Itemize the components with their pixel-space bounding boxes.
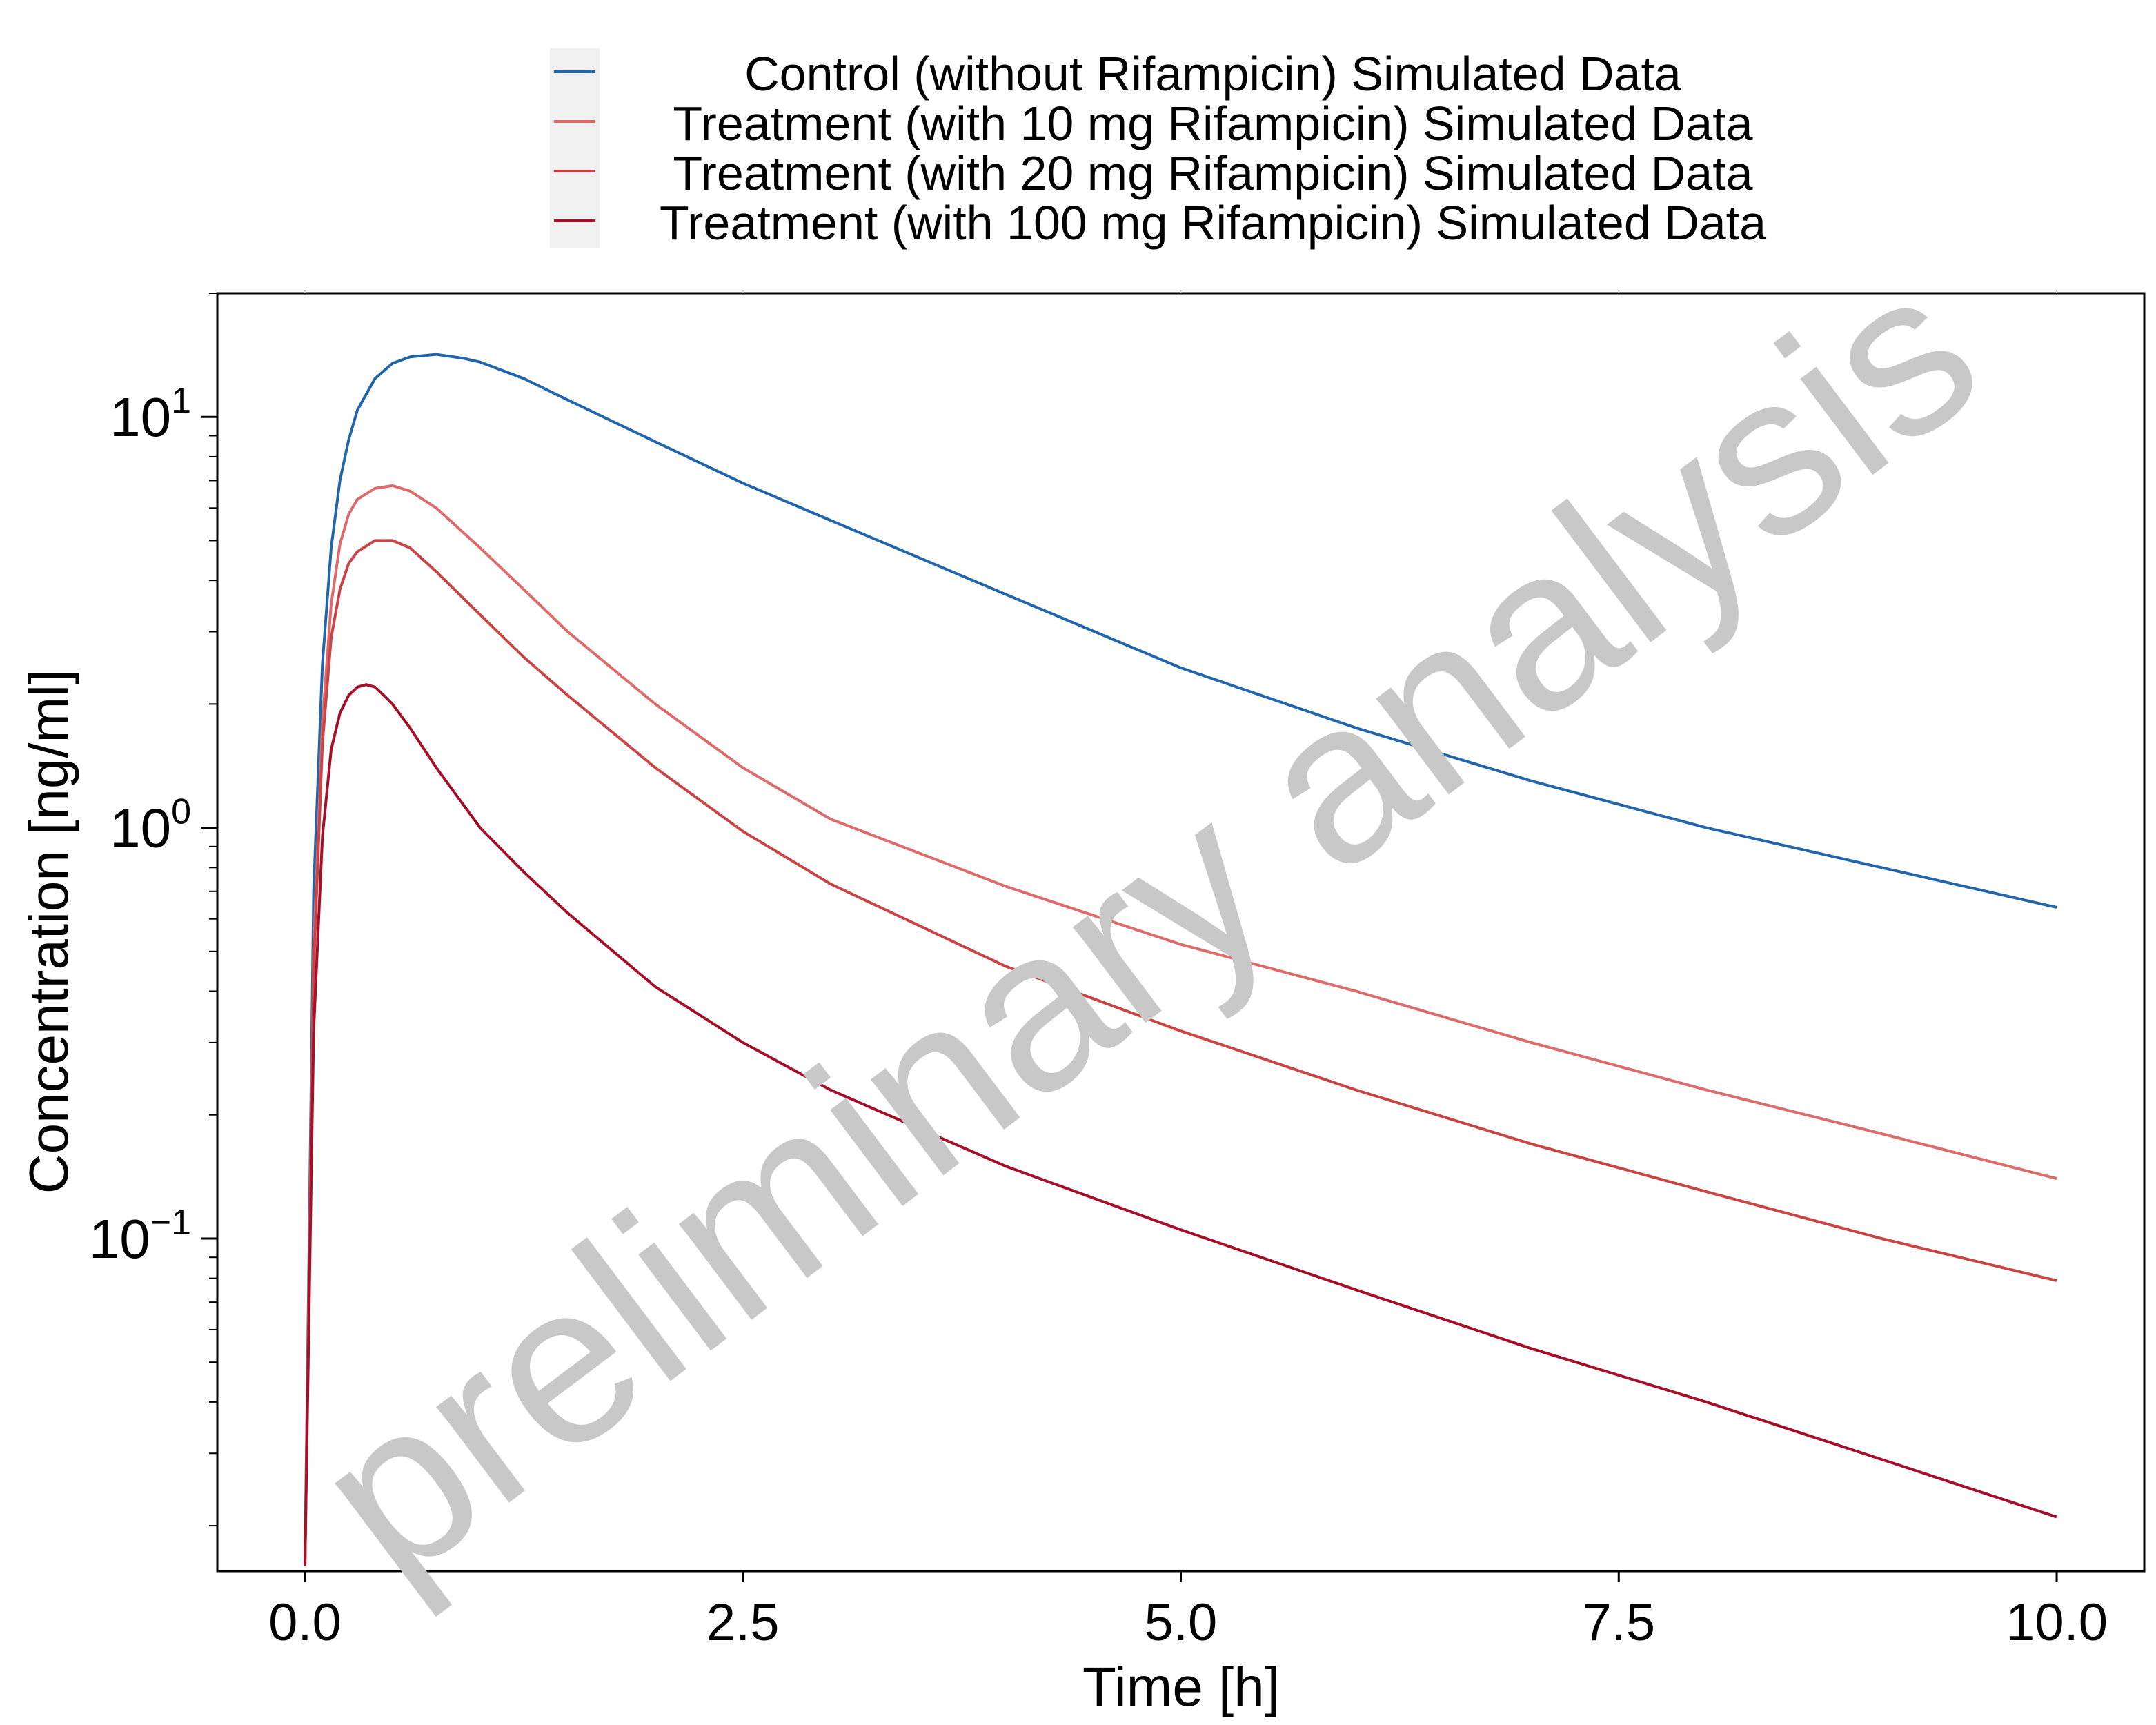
x-tick-label-4: 7.5 [1582,1593,1655,1652]
y-tick-label-1: 10−1 [89,1203,191,1270]
x-tick-label-3: 5.0 [1145,1593,1218,1652]
legend: Control (without Rifampicin) Simulated D… [550,47,1766,250]
legend-label-3: Treatment (with 20 mg Rifampicin) Simula… [673,146,1752,200]
series-line-4 [304,683,2057,1566]
series-line-1 [304,353,2057,1566]
y-axis-label: Concentration [ng/ml] [18,669,79,1194]
x-axis-label: Time [h] [1082,1656,1280,1717]
x-axis: 0.0 2.5 5.0 7.5 10.0 [268,1571,2108,1652]
x-tick-label-5: 10.0 [2006,1593,2108,1652]
legend-label-2: Treatment (with 10 mg Rifampicin) Simula… [673,97,1752,150]
plot-area [216,290,2146,1573]
series-line-2 [304,484,2057,1566]
y-axis: 10−1 100 101 [89,293,217,1527]
x-tick-label-1: 0.0 [268,1593,342,1652]
legend-key-background [550,48,600,248]
y-tick-label-3: 101 [110,381,191,448]
legend-label-1: Control (without Rifampicin) Simulated D… [744,47,1681,101]
series-line-3 [304,539,2057,1566]
y-tick-label-2: 100 [110,792,191,859]
legend-label-4: Treatment (with 100 mg Rifampicin) Simul… [660,196,1766,250]
x-tick-label-2: 2.5 [706,1593,780,1652]
